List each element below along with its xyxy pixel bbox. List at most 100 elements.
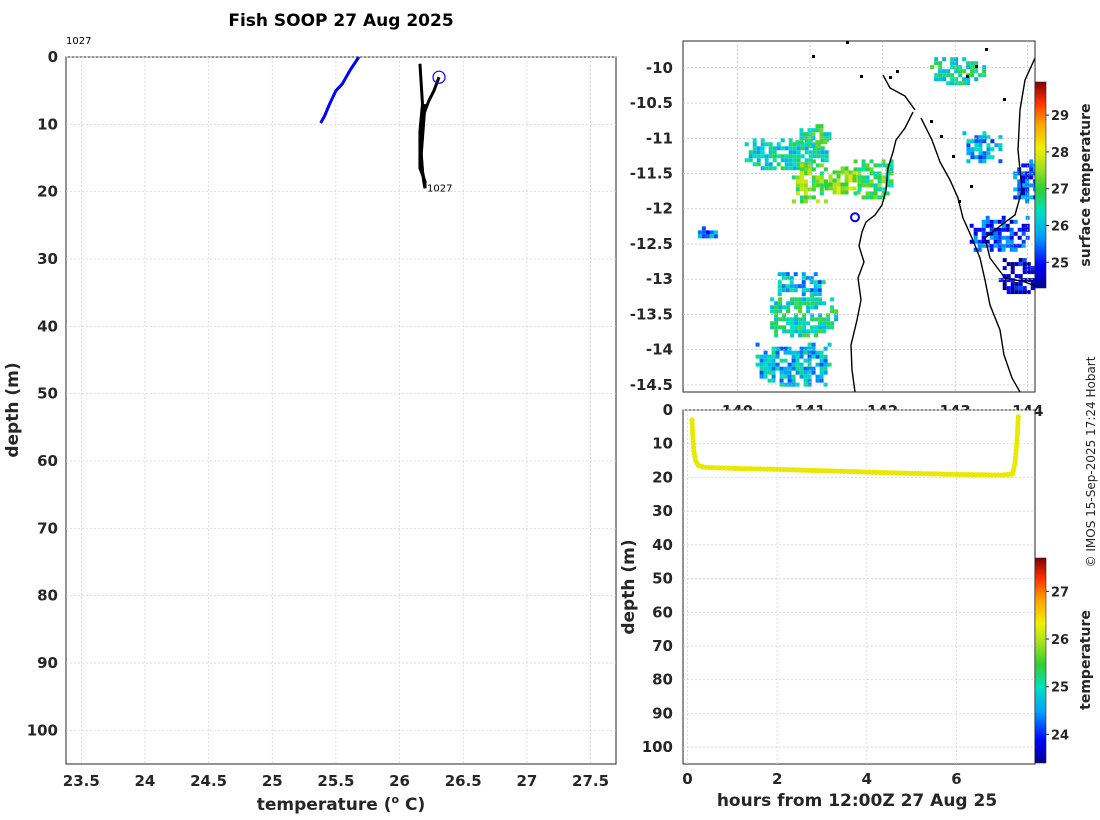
sst-pixel <box>889 179 894 184</box>
sst-pixel <box>828 174 833 179</box>
sst-pixel <box>938 73 943 78</box>
sst-pixel <box>792 146 797 151</box>
sst-pixel <box>796 166 801 171</box>
sst-pixel <box>803 358 808 363</box>
sst-pixel <box>985 223 990 228</box>
sst-pixel <box>814 329 819 334</box>
sst-pixel <box>819 350 824 355</box>
sst-pixel <box>802 313 807 318</box>
sst-pixel <box>1002 274 1007 279</box>
sst-pixel <box>814 305 819 310</box>
sst-pixel <box>819 191 824 196</box>
profile-y-tick: 20 <box>37 183 58 201</box>
sst-pixel <box>934 73 939 78</box>
sst-pixel <box>974 69 979 74</box>
sst-pixel <box>848 170 853 175</box>
sst-pixel <box>981 239 986 244</box>
sst-pixel <box>954 61 959 66</box>
sst-pixel <box>889 183 894 188</box>
sst-pixel <box>786 329 791 334</box>
sst-pixel <box>783 346 788 351</box>
sst-pixel <box>885 163 890 168</box>
sst-pixel <box>998 135 1003 140</box>
sst-pixel <box>789 288 794 293</box>
sst-pixel <box>1026 262 1031 267</box>
sst-pixel <box>986 151 991 156</box>
sst-pixel <box>826 317 831 322</box>
sst-pixel <box>974 147 979 152</box>
profile-y-ticks: 0 10 20 30 40 50 60 70 80 90 100 <box>27 48 58 739</box>
sst-pixel <box>836 178 841 183</box>
sst-pixel <box>962 69 967 74</box>
profile-y-tick: 100 <box>27 721 58 739</box>
sst-pixel <box>801 288 806 293</box>
sst-pixel <box>1001 219 1006 224</box>
sst-pixel <box>830 305 835 310</box>
sst-pixel <box>873 183 878 188</box>
sst-pixel <box>770 297 775 302</box>
sst-pixel <box>970 139 975 144</box>
sst-pixel <box>785 288 790 293</box>
sst-pixel <box>822 329 827 334</box>
sst-pixel <box>1030 278 1035 283</box>
sst-pixel <box>811 144 816 149</box>
sst-pixel <box>763 350 768 355</box>
sst-pixel <box>803 136 808 141</box>
sst-pixel <box>1017 235 1022 240</box>
sst-pixel <box>802 301 807 306</box>
sst-pixel <box>806 301 811 306</box>
sst-pixel <box>946 69 951 74</box>
map-coastline <box>850 57 1035 392</box>
sst-pixel <box>767 362 772 367</box>
sst-pixel <box>705 234 710 239</box>
sst-pixel <box>981 243 986 248</box>
map-y-tick: -14 <box>646 341 673 359</box>
sst-pixel <box>986 155 991 160</box>
sst-pixel <box>865 167 870 172</box>
sst-pixel <box>1021 195 1026 200</box>
sst-pixel <box>799 350 804 355</box>
sst-pixel <box>811 132 816 137</box>
sst-pixel <box>759 358 764 363</box>
sst-pixel <box>978 147 983 152</box>
map-y-ticks: -10 -10.5 -11 -11.5 -12 -12.5 -13 -13.5 -14 -14.5 <box>630 59 673 394</box>
sst-pixel <box>778 301 783 306</box>
track-x-ticks: 0 2 4 6 <box>682 770 961 788</box>
sst-pixel <box>823 183 828 188</box>
track-y-tick: 0 <box>663 401 673 419</box>
sst-pixel <box>791 350 796 355</box>
sst-pixel <box>794 325 799 330</box>
sst-pixel <box>982 155 987 160</box>
sst-pixel <box>815 378 820 383</box>
sst-pixel <box>809 276 814 281</box>
sst-pixel <box>865 183 870 188</box>
sst-pixel <box>1006 278 1011 283</box>
sst-pixel <box>756 154 761 159</box>
sst-pixel <box>783 370 788 375</box>
sst-pixel <box>810 313 815 318</box>
sst-pixel <box>795 366 800 371</box>
sst-pixel <box>986 143 991 148</box>
sst-pixel <box>802 321 807 326</box>
sst-pixel <box>770 309 775 314</box>
sst-pixel <box>1014 286 1019 291</box>
profile-title: Fish SOOP 27 Aug 2025 <box>228 11 453 31</box>
sst-pixel <box>811 175 816 180</box>
sst-pixel <box>777 280 782 285</box>
sst-pixel <box>1017 227 1022 232</box>
sst-pixel <box>1013 247 1018 252</box>
sst-pixel <box>1030 266 1035 271</box>
sst-pixel <box>826 321 831 326</box>
sst-pixel <box>1018 258 1023 263</box>
sst-pixel <box>810 297 815 302</box>
sst-pixel <box>759 366 764 371</box>
sst-pixel <box>805 288 810 293</box>
sst-pixel <box>760 146 765 151</box>
sst-pixel <box>982 69 987 74</box>
sst-pixel <box>771 366 776 371</box>
sst-pixel <box>881 179 886 184</box>
sst-pixel <box>1001 227 1006 232</box>
sst-pixel <box>820 154 825 159</box>
sst-pixel <box>760 150 765 155</box>
sst-pixel <box>981 223 986 228</box>
